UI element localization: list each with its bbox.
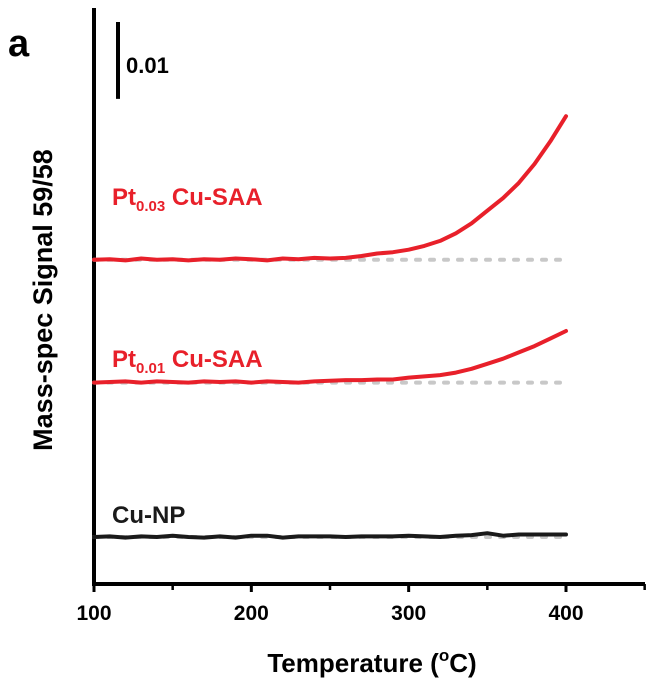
x-axis-label-sup: o xyxy=(439,646,449,665)
series-label-0: Pt0.03 Cu-SAA xyxy=(112,184,263,215)
x-axis-label-end: C) xyxy=(449,648,476,678)
series-line-0 xyxy=(92,114,568,263)
baseline-group xyxy=(92,257,568,539)
x-tick-group: 100 200 300 400 xyxy=(76,584,646,625)
series-line-1 xyxy=(92,329,568,385)
x-tick-label-3: 400 xyxy=(548,602,583,625)
x-axis-label-main: Temperature ( xyxy=(267,648,439,678)
x-tick-label-0: 100 xyxy=(76,602,111,625)
series-group xyxy=(92,114,568,540)
series-label-main-1: Pt xyxy=(112,346,136,373)
series-label-1: Pt0.01 Cu-SAA xyxy=(112,346,263,377)
x-tick-label-1: 200 xyxy=(234,602,269,625)
scale-bar: 0.01 xyxy=(116,22,169,99)
series-label-sub-1: 0.01 xyxy=(136,360,165,377)
series-line-2 xyxy=(92,531,568,540)
series-label-sub-0: 0.03 xyxy=(136,198,165,215)
series-label-rest-0: Cu-SAA xyxy=(165,184,262,211)
series-label-rest-1: Cu-SAA xyxy=(165,346,262,373)
series-label-2: Cu-NP xyxy=(112,502,185,529)
x-tick-label-2: 300 xyxy=(391,602,426,625)
scale-bar-label: 0.01 xyxy=(126,53,169,78)
y-axis-label: Mass-spec Signal 59/58 xyxy=(28,149,58,451)
series-label-main-0: Pt xyxy=(112,184,136,211)
x-axis-label: Temperature (oC) xyxy=(267,646,476,678)
axes: 100 200 300 400 xyxy=(76,8,646,625)
panel-label: a xyxy=(8,23,30,65)
series-label-main-2: Cu-NP xyxy=(112,502,185,529)
